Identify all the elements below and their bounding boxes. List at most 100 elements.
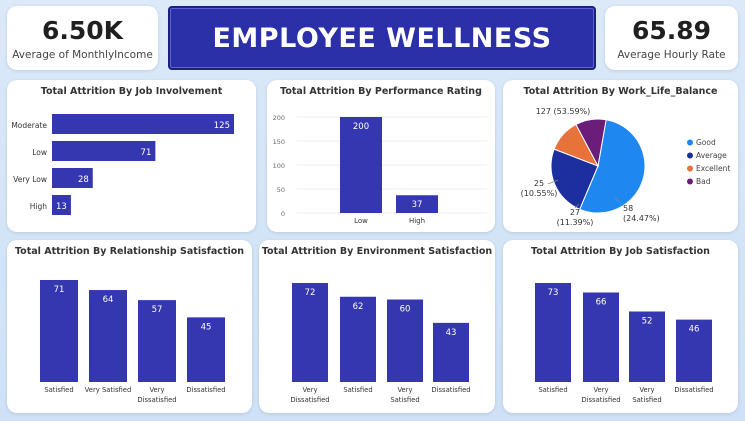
category-label: Satisfied: [632, 396, 661, 404]
slice-label: 25: [534, 179, 544, 188]
work-life-balance-chart: 127 (53.59%) 58(24.47%) 27(11.39%) 25(10.55…: [521, 107, 731, 227]
category-label: Very Low: [13, 175, 47, 184]
kpi-card-monthly-income: 6.50K Average of MonthlyIncome: [7, 6, 158, 70]
data-label: 57: [152, 305, 163, 315]
bar-high: [52, 195, 71, 215]
category-label: Satisfied: [44, 386, 73, 394]
category-label: Dissatisfied: [431, 386, 470, 394]
legend-label: Bad: [696, 177, 711, 186]
y-tick-label: 200: [273, 114, 285, 122]
category-label: Very: [302, 386, 317, 394]
data-label: 43: [446, 328, 457, 338]
data-label: 125: [214, 121, 230, 131]
bar-dissatisfied: [676, 319, 712, 382]
bar-very-satisfied: [89, 290, 127, 382]
job-satisfaction-chart: 73 Satisfied 66 Very Dissatisfied 52 Very Satis…: [535, 283, 714, 404]
category-label: Dissatisfied: [290, 396, 329, 404]
data-label: 72: [305, 288, 316, 298]
dashboard-title-banner: EMPLOYEE WELLNESS: [168, 6, 596, 70]
bar-satisfied: [40, 280, 78, 382]
kpi-value: 65.89: [631, 16, 712, 45]
data-label: 37: [412, 200, 423, 210]
chart-card-job-satisfaction: Total Attrition By Job Satisfaction 73 Sa…: [503, 240, 738, 413]
category-label: Satisfied: [538, 386, 567, 394]
bar-very-dissatisfied: [138, 300, 176, 382]
data-label: 60: [400, 305, 411, 315]
slice-label: 127 (53.59%): [536, 107, 591, 116]
chart-card-job-involvement: Total Attrition By Job Involvement Moder…: [7, 80, 256, 232]
data-label: 45: [201, 322, 212, 332]
legend-marker: [687, 152, 693, 159]
bar-high: [396, 195, 438, 213]
kpi-card-hourly-rate: 65.89 Average Hourly Rate: [605, 6, 738, 70]
legend-marker: [687, 139, 693, 146]
environment-satisfaction-chart: 72 Very Dissatisfied 62 Satisfied 60 Very Satis…: [290, 283, 471, 404]
bar-very-satisfied: [629, 311, 665, 382]
category-label: Low: [354, 217, 368, 225]
data-label: 66: [596, 297, 607, 307]
bar-moderate: [52, 114, 234, 134]
data-label: 28: [78, 175, 89, 185]
y-tick-label: 0: [281, 210, 285, 218]
chart-card-performance-rating: Total Attrition By Performance Rating 0 5…: [267, 80, 495, 232]
data-label: 52: [642, 316, 653, 326]
category-label: High: [409, 217, 425, 225]
legend-marker: [687, 178, 693, 185]
category-label: Moderate: [11, 121, 47, 130]
chart-title: Total Attrition By Environment Satisfact…: [261, 246, 493, 257]
chart-title: Total Attrition By Work_Life_Balance: [523, 86, 718, 97]
data-label: 200: [353, 122, 369, 132]
relationship-satisfaction-chart: 71 Satisfied 64 Very Satisfied 57 Very Dissati…: [40, 280, 226, 404]
legend-label: Good: [696, 138, 716, 147]
leader-line: [547, 179, 559, 185]
category-label: Dissatisfied: [581, 396, 620, 404]
slice-label: (10.55%): [521, 189, 558, 198]
legend-marker: [687, 165, 693, 172]
data-label: 13: [56, 202, 67, 212]
slice-label: (24.47%): [623, 214, 660, 223]
chart-card-environment-satisfaction: Total Attrition By Environment Satisfact…: [259, 240, 495, 413]
slice-bad: [575, 118, 607, 168]
bar-satisfied: [340, 296, 376, 382]
y-tick-label: 50: [277, 186, 285, 194]
category-label: Very: [639, 386, 654, 394]
job-involvement-chart: Moderate 125 Low 71 Very Low 28 High 13: [11, 114, 234, 215]
kpi-label: Average Hourly Rate: [617, 49, 726, 61]
data-label: 73: [548, 288, 559, 298]
data-label: 71: [54, 285, 65, 295]
bar-very-satisfied: [387, 299, 423, 382]
kpi-value: 6.50K: [41, 16, 124, 45]
bar-very-low: [52, 168, 93, 188]
chart-title: Total Attrition By Relationship Satisfac…: [14, 246, 245, 257]
category-label: Dissatisfied: [137, 396, 176, 404]
chart-title: Total Attrition By Job Satisfaction: [531, 246, 710, 257]
category-label: Dissatisfied: [186, 386, 225, 394]
data-label: 46: [689, 325, 700, 335]
chart-title: Total Attrition By Job Involvement: [40, 86, 223, 97]
dashboard-title: EMPLOYEE WELLNESS: [212, 22, 552, 54]
data-label: 62: [353, 302, 364, 312]
kpi-label: Average of MonthlyIncome: [12, 49, 153, 61]
category-label: Very: [397, 386, 412, 394]
performance-rating-chart: 0 50 100 150 200 200 Low 37 High: [273, 114, 487, 225]
category-label: Low: [32, 148, 47, 157]
legend-label: Excellent: [696, 164, 730, 173]
bar-dissatisfied: [433, 322, 469, 382]
bar-low: [340, 117, 382, 213]
bar-low: [52, 141, 156, 161]
slice-good: [579, 119, 646, 214]
data-label: 64: [103, 295, 114, 305]
data-label: 71: [141, 148, 152, 158]
category-label: Very Satisfied: [85, 386, 132, 394]
chart-title: Total Attrition By Performance Rating: [280, 86, 482, 97]
slice-label: 27: [570, 208, 580, 217]
category-label: High: [30, 202, 47, 211]
bar-satisfied: [535, 283, 571, 382]
chart-card-work-life-balance: Total Attrition By Work_Life_Balance 127…: [503, 80, 738, 232]
category-label: Very: [149, 386, 164, 394]
bar-very-dissatisfied: [583, 292, 619, 382]
category-label: Dissatisfied: [674, 386, 713, 394]
leader-line: [614, 197, 624, 207]
y-tick-label: 150: [273, 138, 285, 146]
bar-very-dissatisfied: [292, 283, 328, 382]
